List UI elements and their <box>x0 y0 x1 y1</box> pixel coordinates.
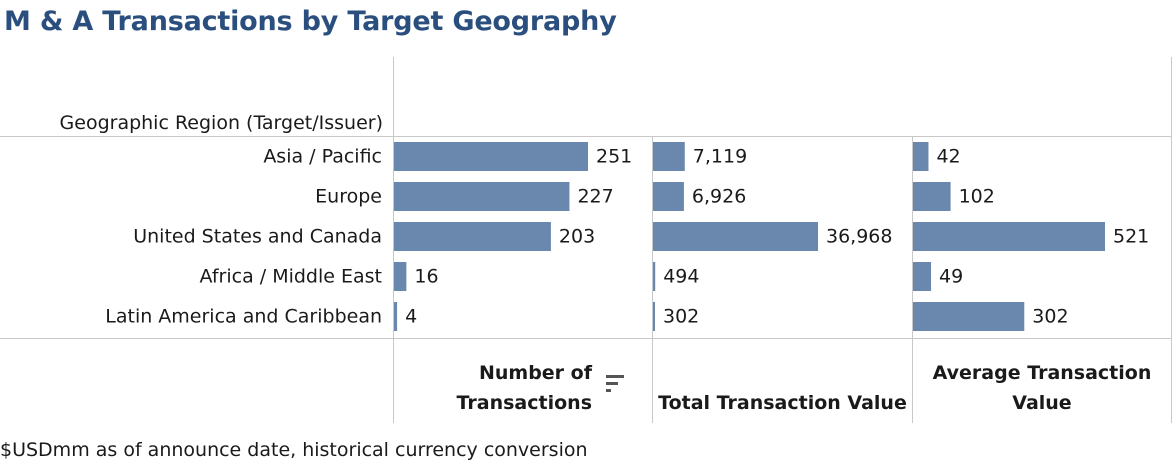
data-label: 521 <box>1113 226 1149 248</box>
bar[interactable] <box>653 302 655 331</box>
data-label: 49 <box>939 266 963 288</box>
bar[interactable] <box>394 262 407 291</box>
series-title-line: Transactions <box>456 392 592 414</box>
bar[interactable] <box>653 142 685 171</box>
category-label: Asia / Pacific <box>263 146 382 168</box>
column-divider <box>1171 57 1172 423</box>
category-label: Africa / Middle East <box>200 266 382 288</box>
data-label: 302 <box>663 306 699 328</box>
bar[interactable] <box>394 182 570 211</box>
series-title-transactions[interactable]: Number of Transactions <box>394 358 592 418</box>
data-label: 227 <box>577 186 613 208</box>
bar[interactable] <box>913 222 1105 251</box>
bar[interactable] <box>913 302 1025 331</box>
series-title-line: Total Transaction Value <box>658 392 907 414</box>
bar[interactable] <box>653 182 684 211</box>
category-label: United States and Canada <box>133 226 382 248</box>
column-divider <box>393 57 394 423</box>
data-label: 16 <box>414 266 438 288</box>
data-label: 4 <box>405 306 417 328</box>
series-title-line: Value <box>1012 392 1072 414</box>
data-label: 494 <box>663 266 699 288</box>
data-label: 302 <box>1032 306 1068 328</box>
column-divider <box>652 136 653 423</box>
series-title-average-value[interactable]: Average Transaction Value <box>913 358 1171 418</box>
series-title-line: Average Transaction <box>932 362 1152 384</box>
data-label: 203 <box>559 226 595 248</box>
sort-descending-icon[interactable] <box>606 373 626 395</box>
bar[interactable] <box>653 222 818 251</box>
data-label: 251 <box>596 146 632 168</box>
data-label: 6,926 <box>692 186 746 208</box>
bar[interactable] <box>913 182 951 211</box>
footer-note: $USDmm as of announce date, historical c… <box>0 439 588 461</box>
bar[interactable] <box>913 142 929 171</box>
bar[interactable] <box>394 302 398 331</box>
bar[interactable] <box>394 142 588 171</box>
region-column-header: Geographic Region (Target/Issuer) <box>59 112 383 134</box>
series-title-total-value[interactable]: Total Transaction Value <box>653 388 912 418</box>
category-label: Latin America and Caribbean <box>105 306 382 328</box>
series-title-line: Number of <box>478 362 592 384</box>
data-label: 36,968 <box>826 226 892 248</box>
chart-title: M & A Transactions by Target Geography <box>4 6 617 37</box>
column-divider <box>912 136 913 423</box>
data-label: 42 <box>936 146 960 168</box>
bar[interactable] <box>653 262 656 291</box>
bar[interactable] <box>394 222 551 251</box>
data-label: 7,119 <box>693 146 747 168</box>
category-label: Europe <box>315 186 382 208</box>
footer-rule <box>0 338 1172 339</box>
data-label: 102 <box>959 186 995 208</box>
header-rule <box>0 136 1172 137</box>
bar[interactable] <box>913 262 932 291</box>
